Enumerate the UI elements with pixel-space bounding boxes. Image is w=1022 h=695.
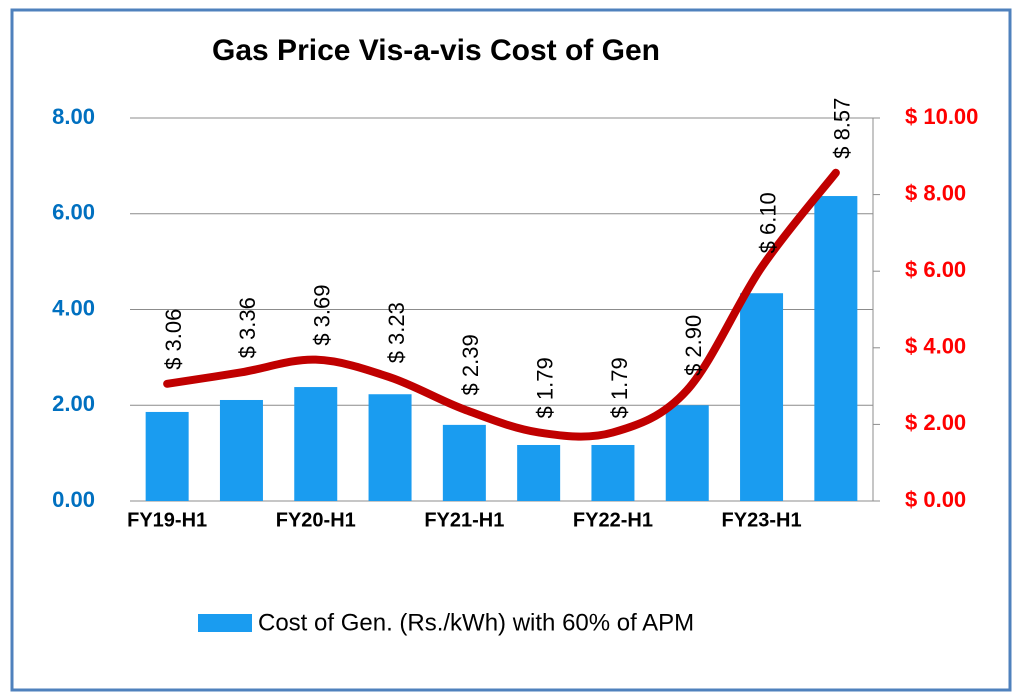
line [163,168,840,441]
y2-tick-label: $ 10.00 [905,104,978,129]
data-label: $ 2.39 [458,334,483,395]
x-tick-label: FY23-H1 [722,509,802,531]
y2-tick-label: $ 8.00 [905,180,966,205]
data-label: $ 1.79 [532,357,557,418]
y-tick-label: 8.00 [52,104,95,129]
data-label: $ 2.90 [681,315,706,376]
chart-title: Gas Price Vis-a-vis Cost of Gen [212,34,660,67]
data-label: $ 1.79 [607,357,632,418]
bar [145,411,189,501]
bar [219,399,263,501]
data-label: $ 3.69 [310,285,335,346]
x-tick-label: FY21-H1 [424,509,504,531]
data-label: $ 3.36 [235,297,260,358]
bar [591,444,635,501]
bar [368,394,412,501]
legend-swatch [198,614,252,632]
x-tick-label: FY20-H1 [276,509,356,531]
y-tick-label: 0.00 [52,487,95,512]
bar [665,405,709,501]
bar [442,424,486,501]
bar [517,444,561,501]
x-tick-label: FY22-H1 [573,509,653,531]
data-label: $ 6.10 [755,192,780,253]
data-label: $ 3.06 [161,309,186,370]
x-tick-label: FY19-H1 [127,509,207,531]
y2-tick-label: $ 2.00 [905,410,966,435]
data-label: $ 3.23 [384,302,409,363]
bar [814,196,858,501]
bar [294,387,338,501]
legend-label: Cost of Gen. (Rs./kWh) with 60% of APM [258,609,694,636]
data-label: $ 8.57 [830,98,855,159]
y2-tick-label: $ 0.00 [905,487,966,512]
y2-tick-label: $ 6.00 [905,257,966,282]
y-tick-label: 6.00 [52,200,95,225]
y-tick-label: 2.00 [52,391,95,416]
y-tick-label: 4.00 [52,295,95,320]
bar [740,293,784,501]
y2-tick-label: $ 4.00 [905,334,966,359]
